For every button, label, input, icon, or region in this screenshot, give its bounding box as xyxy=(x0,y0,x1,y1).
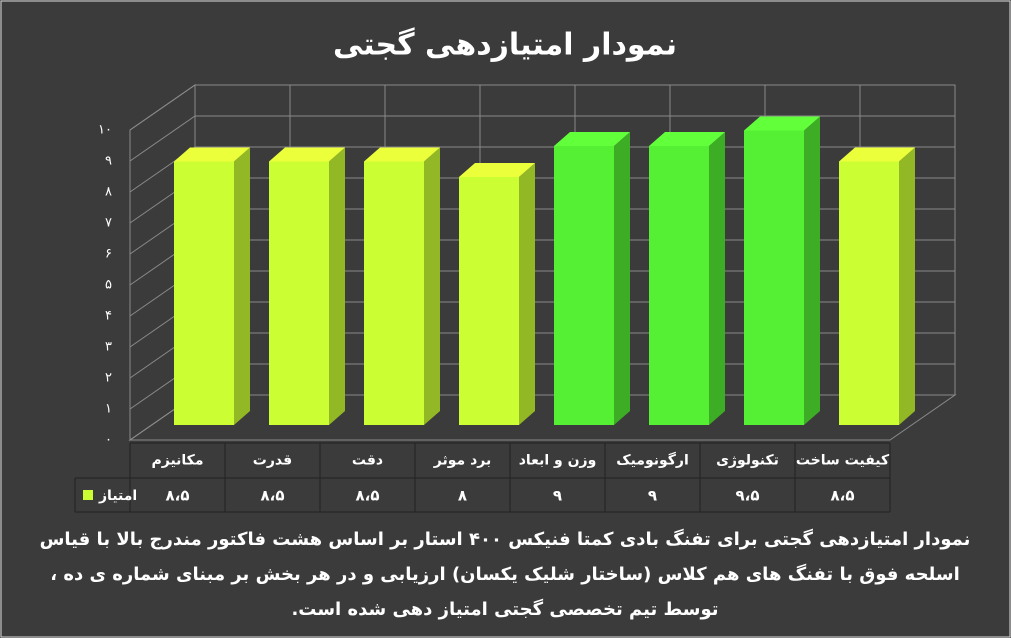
bar xyxy=(459,177,519,425)
y-tick-label: ۲ xyxy=(105,371,112,386)
y-tick-label: ۴ xyxy=(105,309,112,324)
value-label: ۸،۵ xyxy=(355,487,379,505)
caption-line: نمودار امتیازدهی گجتی برای تفنگ بادی کمت… xyxy=(40,528,971,550)
category-label: دقت xyxy=(352,453,383,469)
grid-line xyxy=(129,84,955,131)
value-label: ۹ xyxy=(648,487,657,505)
bar-side xyxy=(329,147,345,425)
bar-side xyxy=(709,132,725,425)
bar-top xyxy=(554,132,630,146)
bar-side xyxy=(234,147,250,425)
bar-top xyxy=(269,147,345,162)
y-tick-label: ۷ xyxy=(105,216,112,231)
bar-top xyxy=(174,147,250,162)
caption-line: اسلحه فوق با تفنگ های هم کلاس (ساختار شل… xyxy=(50,563,960,585)
bar-side xyxy=(424,147,440,425)
bar xyxy=(649,146,709,425)
bar xyxy=(744,130,804,425)
bar-side xyxy=(804,116,820,425)
bar-side xyxy=(614,132,630,425)
category-label: مکانیزم xyxy=(151,453,203,469)
y-tick-label: ۶ xyxy=(105,247,112,262)
y-tick-label: ۵ xyxy=(105,278,112,293)
legend-label: امتیاز xyxy=(98,488,137,504)
value-label: ۸ xyxy=(458,487,467,505)
category-label: تکنولوژی xyxy=(716,453,779,469)
value-label: ۹ xyxy=(553,487,562,505)
category-label: ارگونومیک xyxy=(616,452,689,469)
value-label: ۸،۵ xyxy=(260,487,284,505)
category-label: وزن و ابعاد xyxy=(519,453,597,469)
bar-top xyxy=(744,116,820,131)
y-tick-label: ۹ xyxy=(105,154,112,169)
bar xyxy=(174,161,234,425)
y-tick-label: ۰ xyxy=(105,433,112,448)
y-tick-label: ۱۰ xyxy=(98,123,112,138)
bar xyxy=(364,161,424,425)
y-tick-label: ۳ xyxy=(105,340,112,355)
category-label: برد موثر xyxy=(433,453,491,469)
y-tick-label: ۸ xyxy=(105,185,112,200)
category-label: قدرت xyxy=(253,453,292,469)
bar xyxy=(269,161,329,425)
chart-title: نمودار امتیازدهی گجتی xyxy=(333,27,677,63)
bar-top xyxy=(839,147,915,162)
bar-top xyxy=(459,163,535,177)
bar-top xyxy=(649,132,725,146)
value-label: ۹،۵ xyxy=(735,487,759,505)
category-label: کیفیت ساخت xyxy=(796,453,890,469)
grid-line xyxy=(129,115,955,162)
y-tick-label: ۱ xyxy=(105,402,112,417)
caption-line: توسط تیم تخصصی گجتی امتیاز دهی شده است. xyxy=(291,598,718,620)
value-label: ۸،۵ xyxy=(165,487,189,505)
bar-top xyxy=(364,147,440,162)
bar xyxy=(554,146,614,425)
bar-side xyxy=(899,147,915,425)
value-label: ۸،۵ xyxy=(830,487,854,505)
bar-side xyxy=(519,163,535,425)
bar xyxy=(839,161,899,425)
legend-key xyxy=(83,490,93,500)
